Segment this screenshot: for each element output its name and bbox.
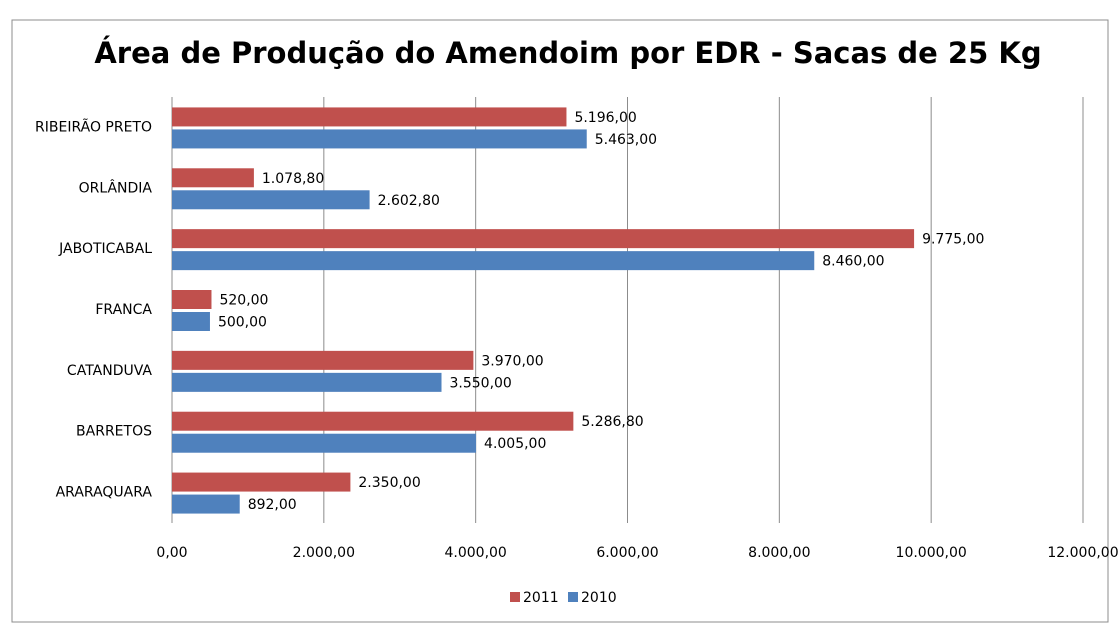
chart-title: Área de Produção do Amendoim por EDR - S… <box>94 36 1041 70</box>
bar <box>172 107 567 127</box>
y-tick-label: FRANCA <box>95 302 152 318</box>
bar <box>172 312 210 331</box>
x-tick-label: 4.000,00 <box>444 545 506 561</box>
bar <box>172 168 254 188</box>
bar <box>172 472 351 492</box>
data-label: 5.286,80 <box>581 414 643 430</box>
data-label: 3.550,00 <box>450 375 512 391</box>
legend-label: 2010 <box>581 590 617 606</box>
x-tick-label: 0,00 <box>156 545 187 561</box>
legend-swatch <box>568 592 578 602</box>
data-label: 500,00 <box>218 315 267 331</box>
bar <box>172 433 477 453</box>
data-label: 520,00 <box>219 293 268 309</box>
bar <box>172 190 370 210</box>
legend-swatch <box>510 592 520 602</box>
data-label: 4.005,00 <box>484 436 546 452</box>
data-label: 3.970,00 <box>481 353 543 369</box>
x-tick-label: 10.000,00 <box>896 545 967 561</box>
bar <box>172 229 915 249</box>
bar <box>172 372 442 392</box>
data-label: 5.196,00 <box>574 110 636 126</box>
bar <box>172 494 240 514</box>
x-tick-label: 8.000,00 <box>748 545 810 561</box>
y-tick-label: JABOTICABAL <box>58 241 152 257</box>
data-label: 2.602,80 <box>378 193 440 209</box>
data-label: 8.460,00 <box>822 254 884 270</box>
x-tick-label: 6.000,00 <box>596 545 658 561</box>
y-tick-label: BARRETOS <box>76 424 152 440</box>
x-tick-label: 2.000,00 <box>293 545 355 561</box>
data-label: 892,00 <box>248 497 297 513</box>
x-tick-label: 12.000,00 <box>1047 545 1118 561</box>
bar <box>172 411 574 431</box>
y-tick-label: CATANDUVA <box>67 363 152 379</box>
y-tick-label: ARARAQUARA <box>56 485 153 501</box>
y-tick-label: RIBEIRÃO PRETO <box>35 118 152 135</box>
legend-label: 2011 <box>523 590 559 606</box>
bar <box>172 251 815 271</box>
data-label: 9.775,00 <box>922 232 984 248</box>
y-tick-label: ORLÂNDIA <box>79 178 153 196</box>
data-label: 5.463,00 <box>595 132 657 148</box>
bar <box>172 350 474 370</box>
bar <box>172 129 587 149</box>
data-label: 1.078,80 <box>262 171 324 187</box>
data-label: 2.350,00 <box>358 475 420 491</box>
bar <box>172 290 212 309</box>
